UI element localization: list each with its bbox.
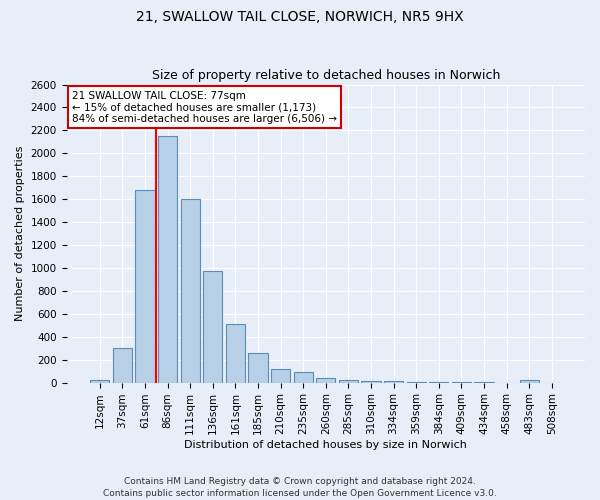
Bar — [316, 378, 335, 382]
Bar — [361, 381, 380, 382]
Text: Contains HM Land Registry data © Crown copyright and database right 2024.
Contai: Contains HM Land Registry data © Crown c… — [103, 476, 497, 498]
Text: 21 SWALLOW TAIL CLOSE: 77sqm
← 15% of detached houses are smaller (1,173)
84% of: 21 SWALLOW TAIL CLOSE: 77sqm ← 15% of de… — [72, 90, 337, 124]
Bar — [520, 380, 539, 382]
Bar — [158, 136, 177, 382]
Bar — [248, 354, 268, 382]
Bar — [136, 190, 155, 382]
Text: 21, SWALLOW TAIL CLOSE, NORWICH, NR5 9HX: 21, SWALLOW TAIL CLOSE, NORWICH, NR5 9HX — [136, 10, 464, 24]
Bar — [90, 380, 109, 382]
Bar — [339, 380, 358, 382]
Bar — [181, 199, 200, 382]
Bar — [293, 372, 313, 382]
Y-axis label: Number of detached properties: Number of detached properties — [15, 146, 25, 322]
Bar — [226, 324, 245, 382]
Bar — [203, 272, 223, 382]
Bar — [113, 348, 132, 382]
Bar — [271, 369, 290, 382]
Title: Size of property relative to detached houses in Norwich: Size of property relative to detached ho… — [152, 69, 500, 82]
X-axis label: Distribution of detached houses by size in Norwich: Distribution of detached houses by size … — [184, 440, 467, 450]
